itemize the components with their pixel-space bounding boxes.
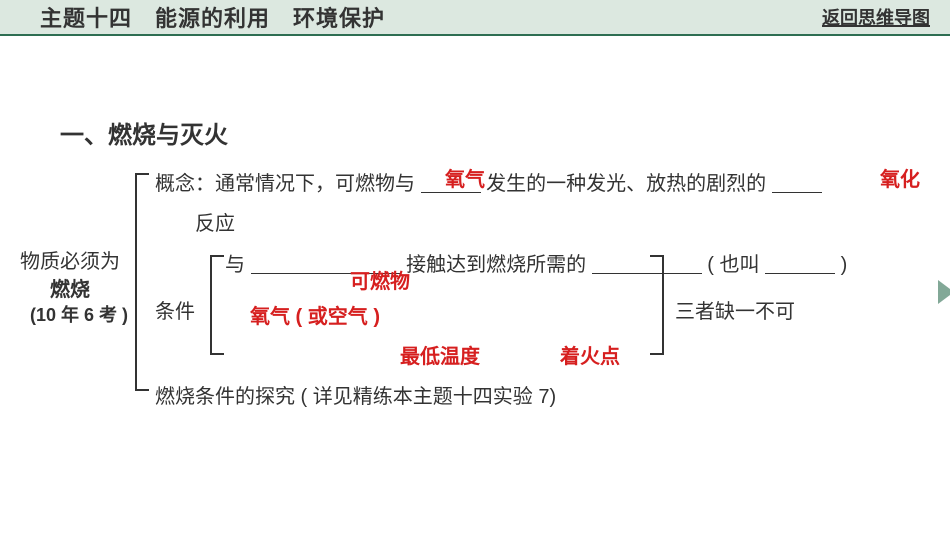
section-title: 一、燃烧与灭火: [60, 115, 228, 150]
header-title: 主题十四 能源的利用 环境保护: [40, 1, 385, 33]
cond-row1: 与 接触达到燃烧所需的 ( 也叫 ): [225, 248, 847, 277]
cond-row1-c: ( 也叫: [707, 254, 759, 276]
root-line3: (10 年 6 考 ): [30, 301, 128, 327]
cond-row1-d: ): [841, 254, 848, 276]
concept-mid: 发生的一种发光、放热的剧烈的: [486, 173, 766, 195]
back-link[interactable]: 返回思维导图: [822, 4, 930, 30]
cond-row1-b: 接触达到燃烧所需的: [406, 254, 586, 276]
page-header: 主题十四 能源的利用 环境保护 返回思维导图: [0, 0, 950, 36]
bracket-main: [135, 173, 137, 391]
bracket-right: [650, 255, 664, 355]
cond-ans2: 氧气 ( 或空气 ): [250, 300, 380, 329]
concept-answer-1: 氧气: [445, 163, 485, 192]
explore-line: 燃烧条件的探究 ( 详见精练本主题十四实验 7): [155, 380, 556, 409]
cond-ans1: 可燃物: [350, 265, 410, 294]
cond-row1-a: 与: [225, 254, 245, 276]
concept-prefix: 概念：通常情况下，可燃物与: [155, 173, 415, 195]
bracket-conditions: [210, 255, 212, 355]
cond-ans3: 最低温度: [400, 340, 480, 369]
conditions-note: 三者缺一不可: [675, 295, 795, 324]
conditions-label: 条件: [155, 295, 195, 324]
concept-line2: 反应: [195, 207, 235, 236]
root-line1: 物质必须为: [20, 245, 120, 274]
root-line2: 燃烧: [50, 273, 90, 302]
cond-ans4: 着火点: [560, 340, 620, 369]
concept-line1: 概念：通常情况下，可燃物与 发生的一种发光、放热的剧烈的: [155, 167, 822, 196]
concept-answer-2: 氧化: [880, 163, 920, 192]
concept-diagram: 物质必须为 燃烧 (10 年 6 考 ) 概念：通常情况下，可燃物与 发生的一种…: [0, 155, 950, 415]
